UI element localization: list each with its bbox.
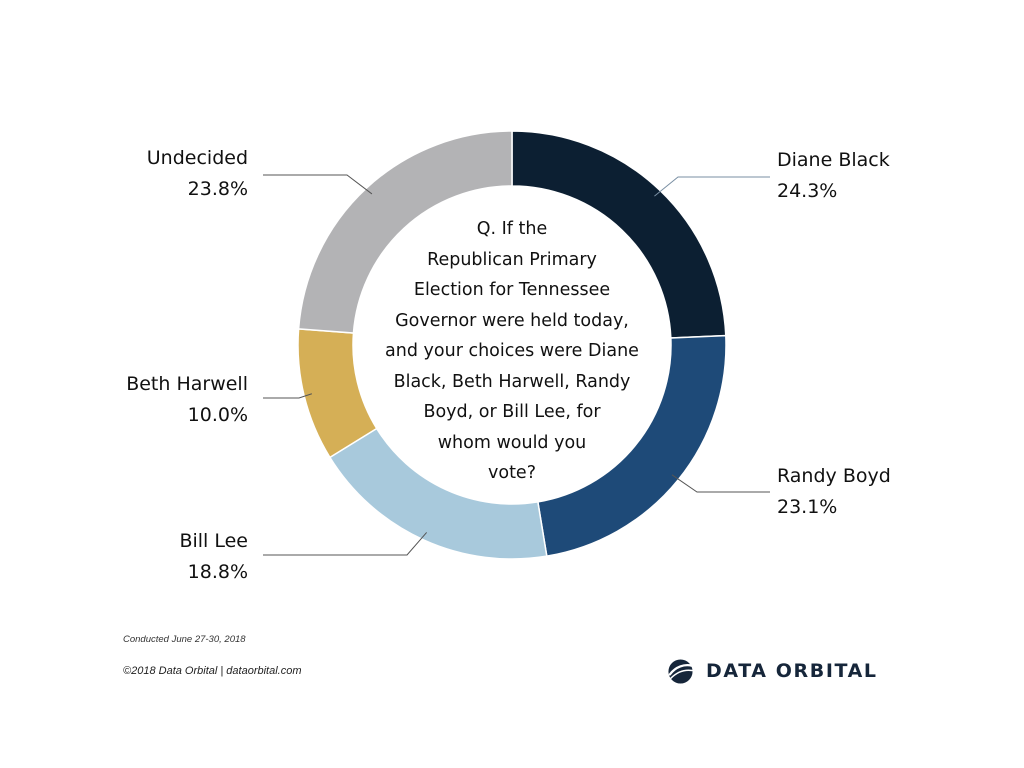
slice-label-undecided: Undecided 23.8% — [147, 143, 248, 205]
leader-line-diane-black — [654, 176, 770, 197]
leader-line-undecided — [263, 174, 373, 195]
slice-name: Undecided — [146, 147, 248, 169]
slice-value: 18.8% — [187, 561, 248, 583]
brand-name: DATA ORBITAL — [706, 660, 878, 682]
slice-value: 10.0% — [187, 404, 248, 426]
question-line: Governor were held today, — [395, 310, 629, 331]
leader-line-beth-harwell — [263, 393, 313, 399]
leader-line-randy-boyd — [671, 474, 770, 493]
slice-name: Randy Boyd — [777, 465, 891, 487]
question-line: vote? — [488, 463, 536, 483]
slice-label-beth-harwell: Beth Harwell 10.0% — [126, 369, 248, 431]
slice-label-bill-lee: Bill Lee 18.8% — [179, 526, 248, 588]
label-leader-lines — [263, 174, 770, 556]
question-line: and your choices were Diane — [385, 341, 639, 361]
globe-orbit-icon — [668, 658, 694, 684]
slice-label-randy-boyd: Randy Boyd 23.1% — [777, 461, 891, 523]
center-question: Q. If the Republican Primary Election fo… — [376, 214, 648, 489]
question-line: Boyd, or Bill Lee, for — [423, 402, 601, 422]
question-line: Black, Beth Harwell, Randy — [393, 371, 631, 392]
question-line: Election for Tennessee — [413, 280, 611, 300]
donut-slices — [297, 130, 727, 560]
question-line: Republican Primary — [427, 249, 597, 270]
question-line: Q. If the — [476, 219, 548, 239]
slice-name: Beth Harwell — [126, 373, 248, 395]
slice-name: Bill Lee — [179, 530, 248, 552]
donut-background — [297, 130, 727, 560]
conducted-note: Conducted June 27-30, 2018 — [123, 634, 246, 645]
donut-slice-undecided — [297, 130, 513, 334]
slice-name: Diane Black — [777, 149, 890, 171]
slice-value: 23.8% — [187, 178, 248, 200]
leader-line-bill-lee — [263, 532, 428, 556]
brand-logo: DATA ORBITAL — [667, 656, 878, 686]
slice-value: 24.3% — [777, 180, 838, 202]
slice-label-diane-black: Diane Black 24.3% — [777, 145, 890, 207]
copyright-note: ©2018 Data Orbital | dataorbital.com — [123, 665, 302, 677]
slice-value: 23.1% — [777, 496, 838, 518]
question-line: whom would you — [437, 432, 587, 453]
